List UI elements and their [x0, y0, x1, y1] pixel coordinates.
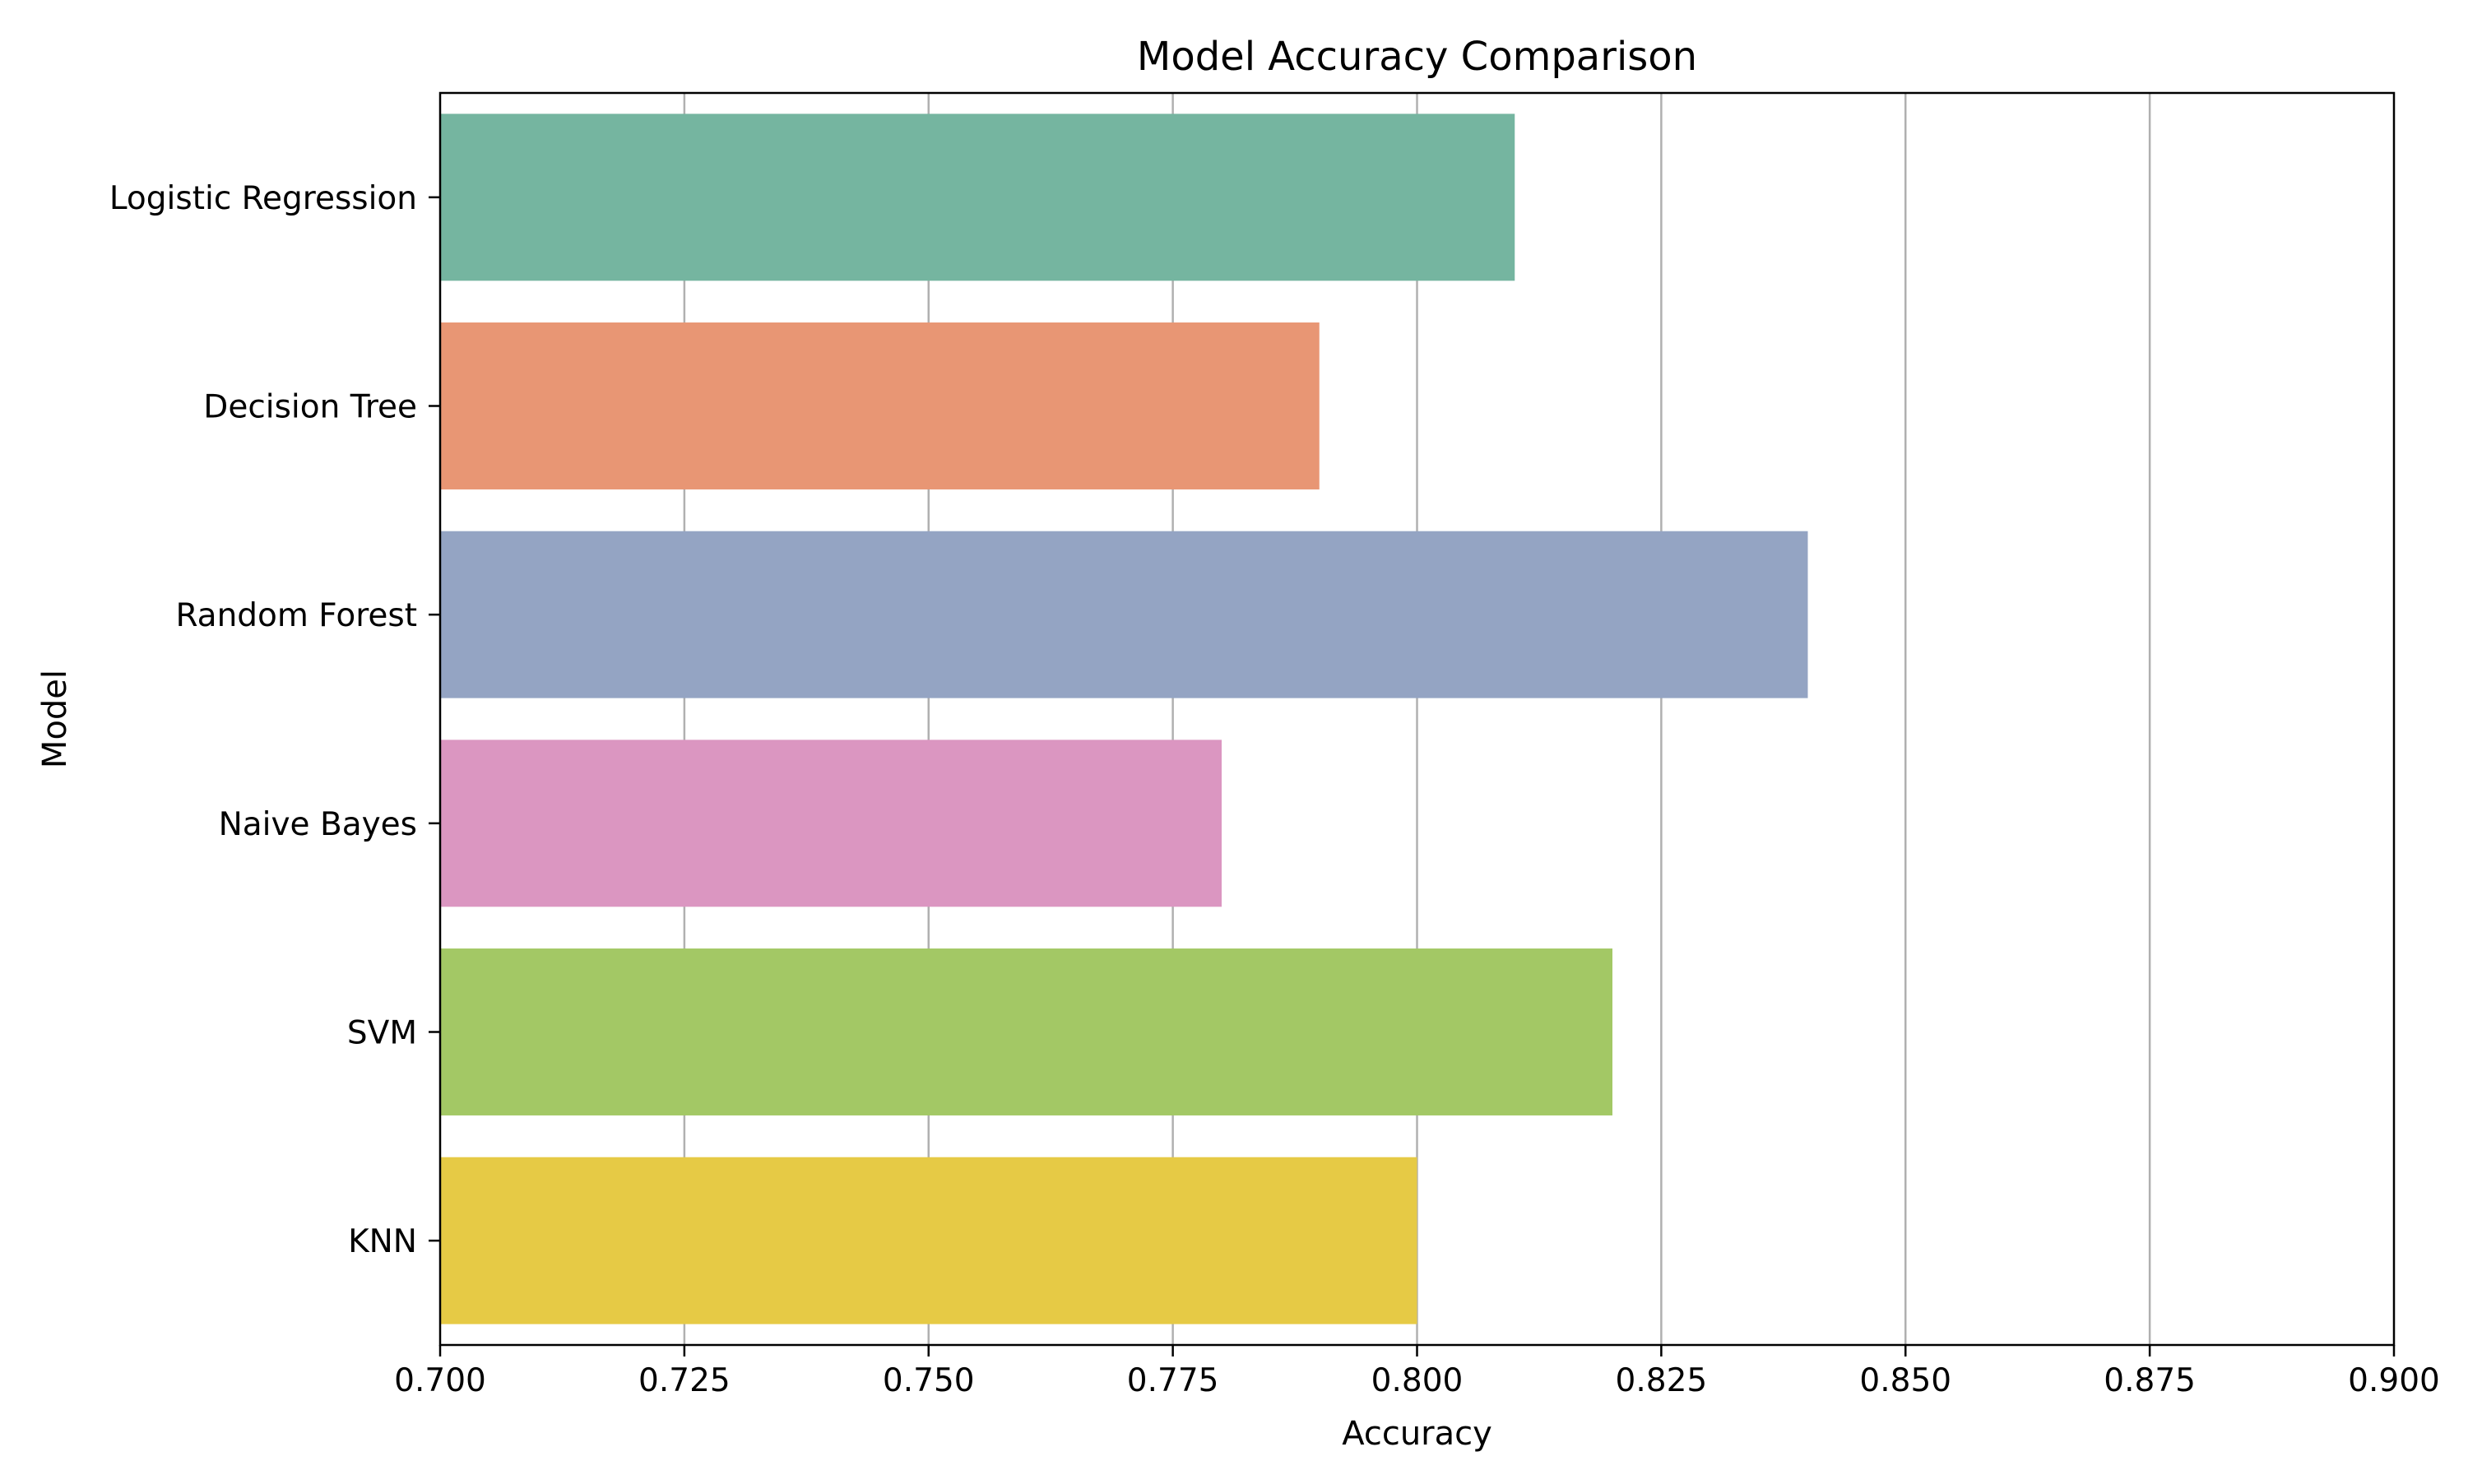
grid-lines: [683, 93, 2151, 1345]
x-tick-label: 0.850: [1859, 1362, 1951, 1399]
bar: [440, 531, 1808, 698]
x-tick-label: 0.725: [638, 1362, 731, 1399]
bar: [440, 322, 1320, 489]
x-tick-label: 0.800: [1371, 1362, 1464, 1399]
bar: [440, 1157, 1417, 1324]
x-axis-label: Accuracy: [1342, 1415, 1492, 1453]
x-tick-label: 0.700: [394, 1362, 486, 1399]
y-tick-label: Decision Tree: [203, 389, 417, 426]
bars: [440, 114, 1808, 1324]
x-tick-label: 0.775: [1127, 1362, 1219, 1399]
x-tick-label: 0.750: [883, 1362, 975, 1399]
x-axis-ticks: 0.700 0.725 0.750 0.775 0.800 0.825 0.850 0.875…: [394, 1345, 2440, 1399]
x-tick-label: 0.875: [2104, 1362, 2196, 1399]
y-tick-label: Logistic Regression: [109, 180, 417, 217]
y-tick-label: SVM: [347, 1015, 417, 1052]
y-axis-ticks: Logistic Regression Decision Tree Random F…: [109, 180, 440, 1260]
chart-title: Model Accuracy Comparison: [1137, 34, 1697, 80]
x-tick-label: 0.900: [2348, 1362, 2440, 1399]
x-tick-label: 0.825: [1616, 1362, 1708, 1399]
bar: [440, 114, 1515, 281]
y-tick-label: Random Forest: [175, 597, 417, 634]
y-axis-label: Model: [36, 670, 74, 768]
bar: [440, 948, 1612, 1115]
y-tick-label: KNN: [348, 1223, 417, 1260]
bar: [440, 740, 1222, 907]
y-tick-label: Naive Bayes: [219, 806, 417, 843]
